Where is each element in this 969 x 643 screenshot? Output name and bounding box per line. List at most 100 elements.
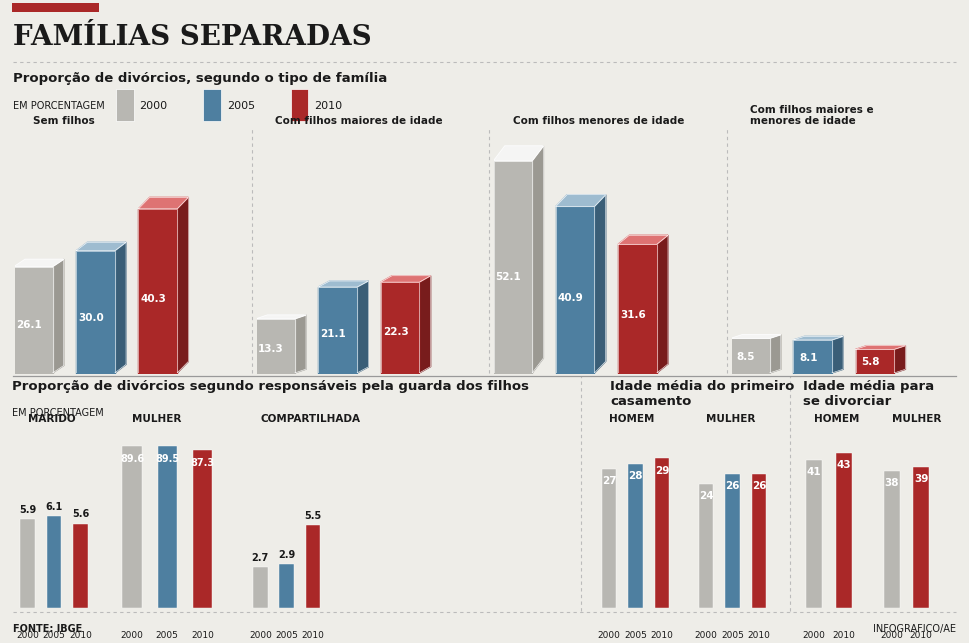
Bar [122,446,141,608]
Text: 5.8: 5.8 [861,358,880,367]
Text: 38: 38 [885,478,899,488]
Bar [20,519,35,608]
Text: 26: 26 [725,481,739,491]
Text: 2000: 2000 [120,631,143,640]
Polygon shape [319,281,368,287]
Bar [291,89,308,121]
Text: 2.7: 2.7 [252,552,269,563]
Polygon shape [295,315,306,373]
Text: 40.3: 40.3 [141,294,167,304]
Text: Com filhos menores de idade: Com filhos menores de idade [513,116,684,126]
Polygon shape [177,197,188,373]
Text: 5.5: 5.5 [304,511,322,521]
Bar [884,471,900,608]
Text: MULHER: MULHER [891,414,941,424]
Bar [835,453,852,608]
Text: 6.1: 6.1 [46,502,63,512]
Text: 2.9: 2.9 [278,550,296,559]
Text: 29: 29 [655,466,670,476]
Text: 2005: 2005 [624,631,647,640]
Bar [158,446,177,608]
Text: EM PORCENTAGEM: EM PORCENTAGEM [13,101,105,111]
Text: 2000: 2000 [16,631,39,640]
Bar [74,523,88,608]
Text: 8.5: 8.5 [736,352,755,363]
Text: Com filhos maiores de idade: Com filhos maiores de idade [275,116,443,126]
Text: 2005: 2005 [156,631,178,640]
Text: 28: 28 [628,471,642,481]
Polygon shape [14,259,64,267]
Text: 2005: 2005 [227,101,255,111]
Text: 89.5: 89.5 [155,454,179,464]
Text: 2000: 2000 [695,631,717,640]
Text: 5.9: 5.9 [19,505,37,514]
Text: 87.3: 87.3 [190,458,214,467]
Text: 2010: 2010 [301,631,325,640]
Polygon shape [657,235,668,373]
Text: 89.6: 89.6 [120,453,144,464]
Text: 30.0: 30.0 [78,313,104,323]
Bar [203,89,221,121]
Text: 2005: 2005 [43,631,66,640]
Text: 2010: 2010 [747,631,770,640]
Polygon shape [731,334,781,338]
Polygon shape [856,346,905,349]
Text: 52.1: 52.1 [495,273,521,282]
Text: 2000: 2000 [880,631,903,640]
Text: 2010: 2010 [69,631,92,640]
Text: 13.3: 13.3 [258,343,284,354]
Polygon shape [77,242,126,251]
Polygon shape [556,195,606,206]
Text: Proporção de divórcios segundo responsáveis pela guarda dos filhos: Proporção de divórcios segundo responsáv… [12,380,529,393]
Bar [47,516,61,608]
Text: Idade média para
se divorciar: Idade média para se divorciar [803,380,934,408]
Text: 26: 26 [752,481,766,491]
Text: Sem filhos: Sem filhos [33,116,95,126]
Bar [913,467,929,608]
Polygon shape [114,242,126,373]
Text: 2000: 2000 [598,631,620,640]
Polygon shape [52,259,64,373]
Polygon shape [794,336,843,340]
Text: 26.1: 26.1 [16,320,42,330]
Text: MARIDO: MARIDO [28,414,76,424]
Bar [725,474,739,608]
Polygon shape [894,346,905,373]
Text: 2000: 2000 [140,101,168,111]
Text: 8.1: 8.1 [799,353,818,363]
Text: 2005: 2005 [721,631,744,640]
Text: 5.6: 5.6 [72,509,89,519]
Polygon shape [831,336,843,373]
Text: 2005: 2005 [275,631,298,640]
Polygon shape [594,195,606,373]
Text: 2000: 2000 [249,631,271,640]
Text: 21.1: 21.1 [321,329,346,340]
Bar [806,460,823,608]
Bar [306,525,321,608]
Text: 27: 27 [602,476,616,486]
Text: INFOGRAFICO/AE: INFOGRAFICO/AE [873,624,956,634]
Bar [116,89,134,121]
Text: Com filhos maiores e
menores de idade: Com filhos maiores e menores de idade [750,105,874,126]
Bar [699,484,713,608]
Text: 43: 43 [836,460,851,470]
Text: HOMEM: HOMEM [814,414,860,424]
Text: 31.6: 31.6 [620,310,646,320]
Text: 2010: 2010 [314,101,342,111]
Text: MULHER: MULHER [706,414,756,424]
Text: 22.3: 22.3 [383,327,409,337]
Text: Idade média do primeiro
casamento: Idade média do primeiro casamento [610,380,795,408]
Bar [655,458,670,608]
Polygon shape [256,315,306,319]
Text: 41: 41 [807,467,822,477]
Polygon shape [493,146,544,161]
Text: 2010: 2010 [191,631,214,640]
Bar [12,3,99,12]
Polygon shape [357,281,368,373]
Text: FONTE: IBGE: FONTE: IBGE [13,624,81,634]
Text: HOMEM: HOMEM [610,414,654,424]
Text: 2000: 2000 [802,631,826,640]
Bar [628,464,642,608]
Text: 2010: 2010 [650,631,673,640]
Text: Proporção de divórcios, segundo o tipo de família: Proporção de divórcios, segundo o tipo d… [13,72,387,85]
